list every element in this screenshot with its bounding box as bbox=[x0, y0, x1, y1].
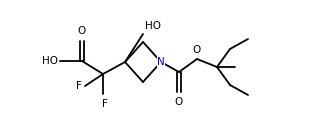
Text: F: F bbox=[102, 99, 108, 109]
Text: HO: HO bbox=[42, 56, 58, 66]
Text: O: O bbox=[175, 97, 183, 107]
Text: O: O bbox=[78, 26, 86, 36]
Text: N: N bbox=[157, 57, 165, 67]
Text: HO: HO bbox=[145, 21, 161, 31]
Text: F: F bbox=[76, 81, 82, 91]
Text: O: O bbox=[193, 45, 201, 55]
